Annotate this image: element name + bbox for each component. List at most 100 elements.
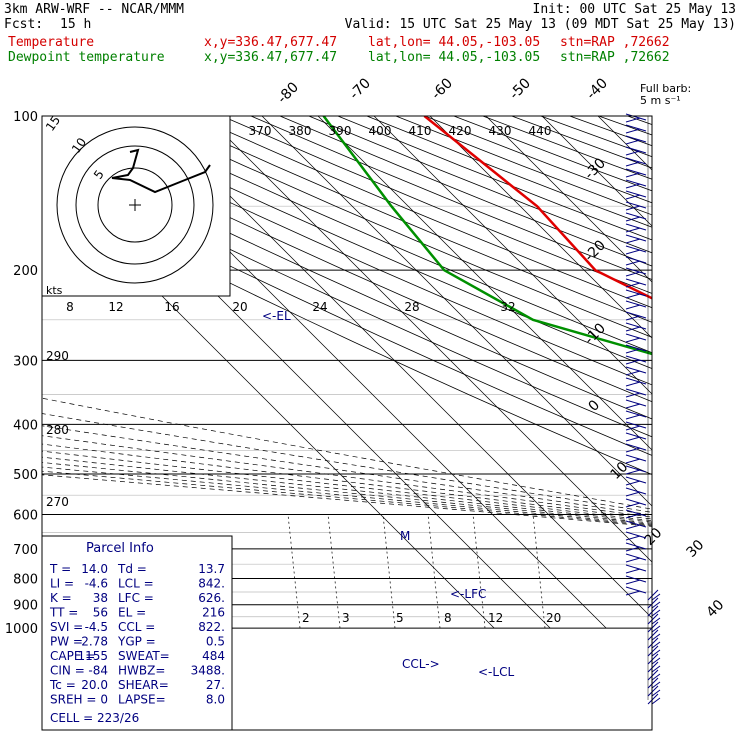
wind-barb bbox=[625, 377, 647, 387]
wind-barb bbox=[625, 366, 647, 376]
mixing-ratio-line bbox=[427, 514, 441, 629]
wind-barb bbox=[625, 278, 647, 288]
parcel-info-key: CAPE = bbox=[50, 649, 95, 663]
parcel-info-key: HWBZ= bbox=[118, 664, 165, 678]
wind-barb bbox=[625, 388, 647, 398]
theta-e-label: 410 bbox=[409, 124, 432, 138]
temperature-legend-label: Temperature bbox=[8, 35, 95, 50]
hodograph-speed-label: 20 bbox=[232, 300, 247, 314]
hodograph-trace bbox=[111, 148, 211, 194]
wind-barb-low bbox=[647, 621, 661, 633]
parcel-info-key: LI = bbox=[50, 577, 74, 591]
theta-e-label: 370 bbox=[249, 124, 272, 138]
wind-barb-low bbox=[647, 661, 661, 673]
parcel-info-key: CIN = bbox=[50, 664, 85, 678]
dry-adiabat bbox=[337, 116, 652, 241]
hodograph-ring-middle bbox=[75, 145, 195, 265]
wind-barb-low bbox=[647, 637, 661, 649]
pressure-tick-label: 400 bbox=[13, 418, 38, 433]
parcel-info-value: 626. bbox=[198, 591, 225, 605]
parcel-info-value: -4.6 bbox=[85, 577, 108, 591]
temperature-station: stn=RAP ,72662 bbox=[560, 35, 670, 50]
wind-barb-low bbox=[647, 613, 661, 625]
parcel-info-cell: CELL = 223/26 bbox=[50, 711, 139, 725]
ccl-annotation: CCL-> bbox=[402, 657, 440, 671]
wind-barb bbox=[625, 113, 647, 123]
isotherm-line bbox=[541, 116, 652, 227]
dry-adiabat bbox=[250, 116, 652, 280]
parcel-info-value: 38 bbox=[93, 591, 108, 605]
dewpoint-line bbox=[322, 116, 652, 356]
isotherm-label: 0 bbox=[586, 397, 604, 415]
chart-frame bbox=[41, 115, 653, 731]
parcel-info-key: LFC = bbox=[118, 591, 154, 605]
temperature-latlon: lat,lon= 44.05,-103.05 bbox=[368, 35, 541, 50]
isotherm-label: -10 bbox=[582, 320, 609, 347]
dry-adiabat bbox=[42, 188, 652, 475]
isotherm-line bbox=[317, 116, 652, 451]
barb-key-label: Full barb: bbox=[640, 82, 691, 95]
moist-adiabat bbox=[42, 474, 652, 527]
wind-barb-low bbox=[647, 629, 661, 641]
wind-barb bbox=[625, 410, 647, 420]
lfc-annotation: <-LFC bbox=[450, 587, 486, 601]
isotherm-label: 30 bbox=[684, 537, 708, 561]
dewpoint-latlon: lat,lon= 44.05,-103.05 bbox=[368, 50, 541, 65]
wind-barb bbox=[625, 322, 647, 332]
wind-barb-low bbox=[647, 645, 661, 657]
mixing-ratio-line bbox=[532, 514, 546, 629]
pressure-tick-label: 100 bbox=[13, 110, 38, 125]
mixing-ratio-label: 12 bbox=[488, 611, 503, 625]
theta-e-label: 400 bbox=[369, 124, 392, 138]
wind-barb bbox=[625, 212, 647, 222]
hodograph-speed-label: 16 bbox=[164, 300, 179, 314]
dry-adiabat bbox=[540, 116, 652, 158]
forecast-hour: 15 h bbox=[60, 17, 92, 32]
wind-barb bbox=[625, 289, 647, 299]
wind-barb bbox=[625, 476, 647, 486]
dry-adiabat bbox=[163, 116, 652, 323]
wind-barb bbox=[625, 300, 647, 310]
hodograph-speed-label: 12 bbox=[108, 300, 123, 314]
wind-barb bbox=[625, 124, 647, 134]
isotherm-label: -50 bbox=[507, 75, 534, 102]
dry-adiabat bbox=[308, 116, 652, 254]
wind-barb-low bbox=[647, 589, 661, 601]
pressure-tick-label: 700 bbox=[13, 543, 38, 558]
parcel-info-value: 13.7 bbox=[198, 562, 225, 576]
parcel-info-value: 8.0 bbox=[206, 693, 225, 707]
parcel-info-key: LCL = bbox=[118, 577, 154, 591]
pressure-tick-label: 800 bbox=[13, 573, 38, 588]
theta-e-label: 440 bbox=[529, 124, 552, 138]
theta-label: 270 bbox=[46, 495, 69, 509]
hodograph-speed-label: 32 bbox=[500, 300, 515, 314]
hodograph-speed-label: 8 bbox=[66, 300, 74, 314]
dewpoint-station: stn=RAP ,72662 bbox=[560, 50, 670, 65]
parcel-info-key: SREH = bbox=[50, 693, 96, 707]
mixing-ratio-label: 8 bbox=[444, 611, 452, 625]
el-annotation: <-EL bbox=[262, 309, 291, 323]
dry-adiabat bbox=[192, 116, 652, 309]
dry-adiabat bbox=[134, 116, 652, 338]
dry-adiabat bbox=[42, 156, 652, 438]
wind-barb bbox=[625, 542, 647, 552]
parcel-info-key: Td = bbox=[117, 562, 147, 576]
parcel-info-value: 3488. bbox=[191, 664, 225, 678]
mixing-ratio-line bbox=[472, 514, 486, 629]
theta-label: 290 bbox=[46, 349, 69, 363]
dry-adiabat bbox=[279, 116, 652, 267]
wind-barb bbox=[625, 531, 647, 541]
wind-barb bbox=[625, 399, 647, 409]
pressure-tick-label: 1000 bbox=[5, 622, 38, 637]
isotherm-line bbox=[373, 116, 652, 395]
hodograph-ring-outer bbox=[56, 126, 214, 284]
dry-adiabat bbox=[221, 116, 652, 294]
wind-barb bbox=[625, 267, 647, 277]
model-title: 3km ARW-WRF -- NCAR/MMM bbox=[4, 2, 185, 17]
hodograph-speed-label: 24 bbox=[312, 300, 327, 314]
hodograph-units-label: kts bbox=[46, 284, 63, 297]
theta-e-label: 390 bbox=[329, 124, 352, 138]
wind-barb bbox=[625, 201, 647, 211]
wind-barb bbox=[625, 311, 647, 321]
